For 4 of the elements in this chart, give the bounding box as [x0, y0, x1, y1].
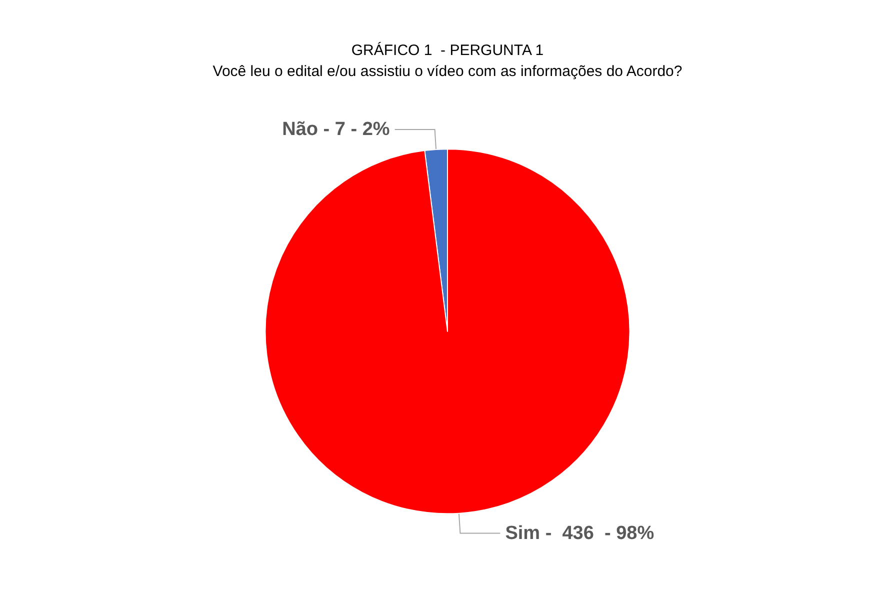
chart-subtitle: Você leu o edital e/ou assistiu o vídeo com as informações do Acordo?	[212, 63, 682, 80]
chart-title: GRÁFICO 1 - PERGUNTA 1	[351, 41, 544, 59]
slice-label: Não - 7 - 2%	[282, 119, 390, 140]
slice-label: Sim - 436 - 98%	[505, 522, 654, 544]
